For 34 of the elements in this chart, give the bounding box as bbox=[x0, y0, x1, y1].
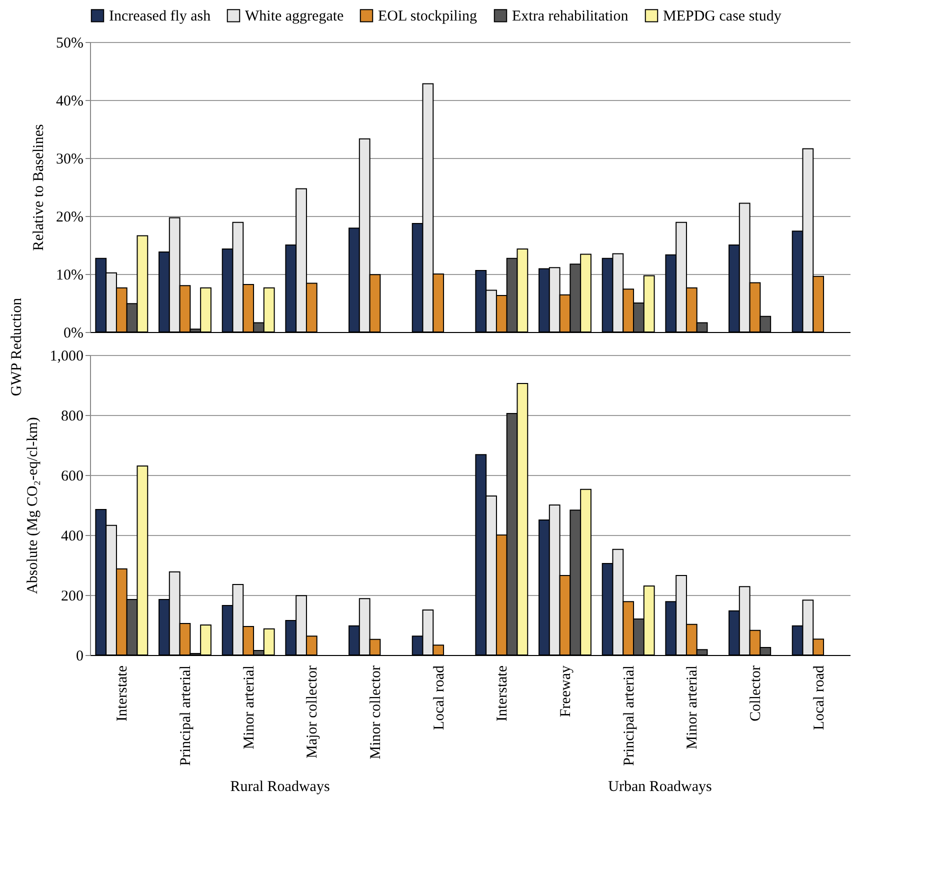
y-tick-label: 40% bbox=[56, 94, 84, 110]
legend-label: MEPDG case study bbox=[663, 8, 782, 25]
x-tick-label: Principal arterial bbox=[621, 666, 638, 766]
x-tick-label: Major collector bbox=[304, 666, 321, 758]
x-tick-label: Local road bbox=[811, 665, 828, 730]
legend-label: EOL stockpiling bbox=[378, 8, 478, 25]
x-tick-label: Minor collector bbox=[368, 666, 384, 760]
x-tick-label: Interstate bbox=[114, 665, 131, 722]
x-tick-label: Interstate bbox=[494, 665, 511, 722]
y-axis-title: Absolute (Mg CO₂-eq/cl-km) bbox=[24, 417, 41, 594]
legend-label: Increased fly ash bbox=[109, 8, 212, 25]
y-tick-label: 10% bbox=[56, 268, 84, 284]
x-tick-label: Freeway bbox=[558, 665, 574, 718]
y-tick-label: 1,000 bbox=[50, 348, 84, 364]
y-tick-label: 20% bbox=[56, 210, 84, 226]
legend-label: White aggregate bbox=[245, 8, 344, 25]
y-tick-label: 800 bbox=[61, 408, 84, 424]
y-tick-label: 0% bbox=[64, 326, 84, 342]
y-axis-title: Relative to Baselines bbox=[31, 124, 48, 251]
x-tick-label: Local road bbox=[431, 665, 448, 730]
y-tick-label: 50% bbox=[56, 36, 84, 52]
text: Rural Roadways bbox=[230, 779, 330, 795]
legend-label: Extra rehabilitation bbox=[512, 8, 629, 25]
y-tick-label: 200 bbox=[61, 588, 84, 604]
x-tick-label: Minor arterial bbox=[241, 666, 258, 750]
y-tick-label: 400 bbox=[61, 528, 84, 544]
text: GWP Reduction bbox=[9, 297, 25, 396]
x-tick-label: Collector bbox=[748, 666, 764, 722]
x-tick-label: Principal arterial bbox=[178, 666, 194, 766]
y-tick-label: 0 bbox=[76, 648, 84, 664]
x-tick-label: Minor arterial bbox=[684, 666, 701, 750]
y-tick-label: 600 bbox=[61, 468, 84, 484]
text: Urban Roadways bbox=[608, 779, 712, 795]
y-tick-label: 30% bbox=[56, 152, 84, 168]
